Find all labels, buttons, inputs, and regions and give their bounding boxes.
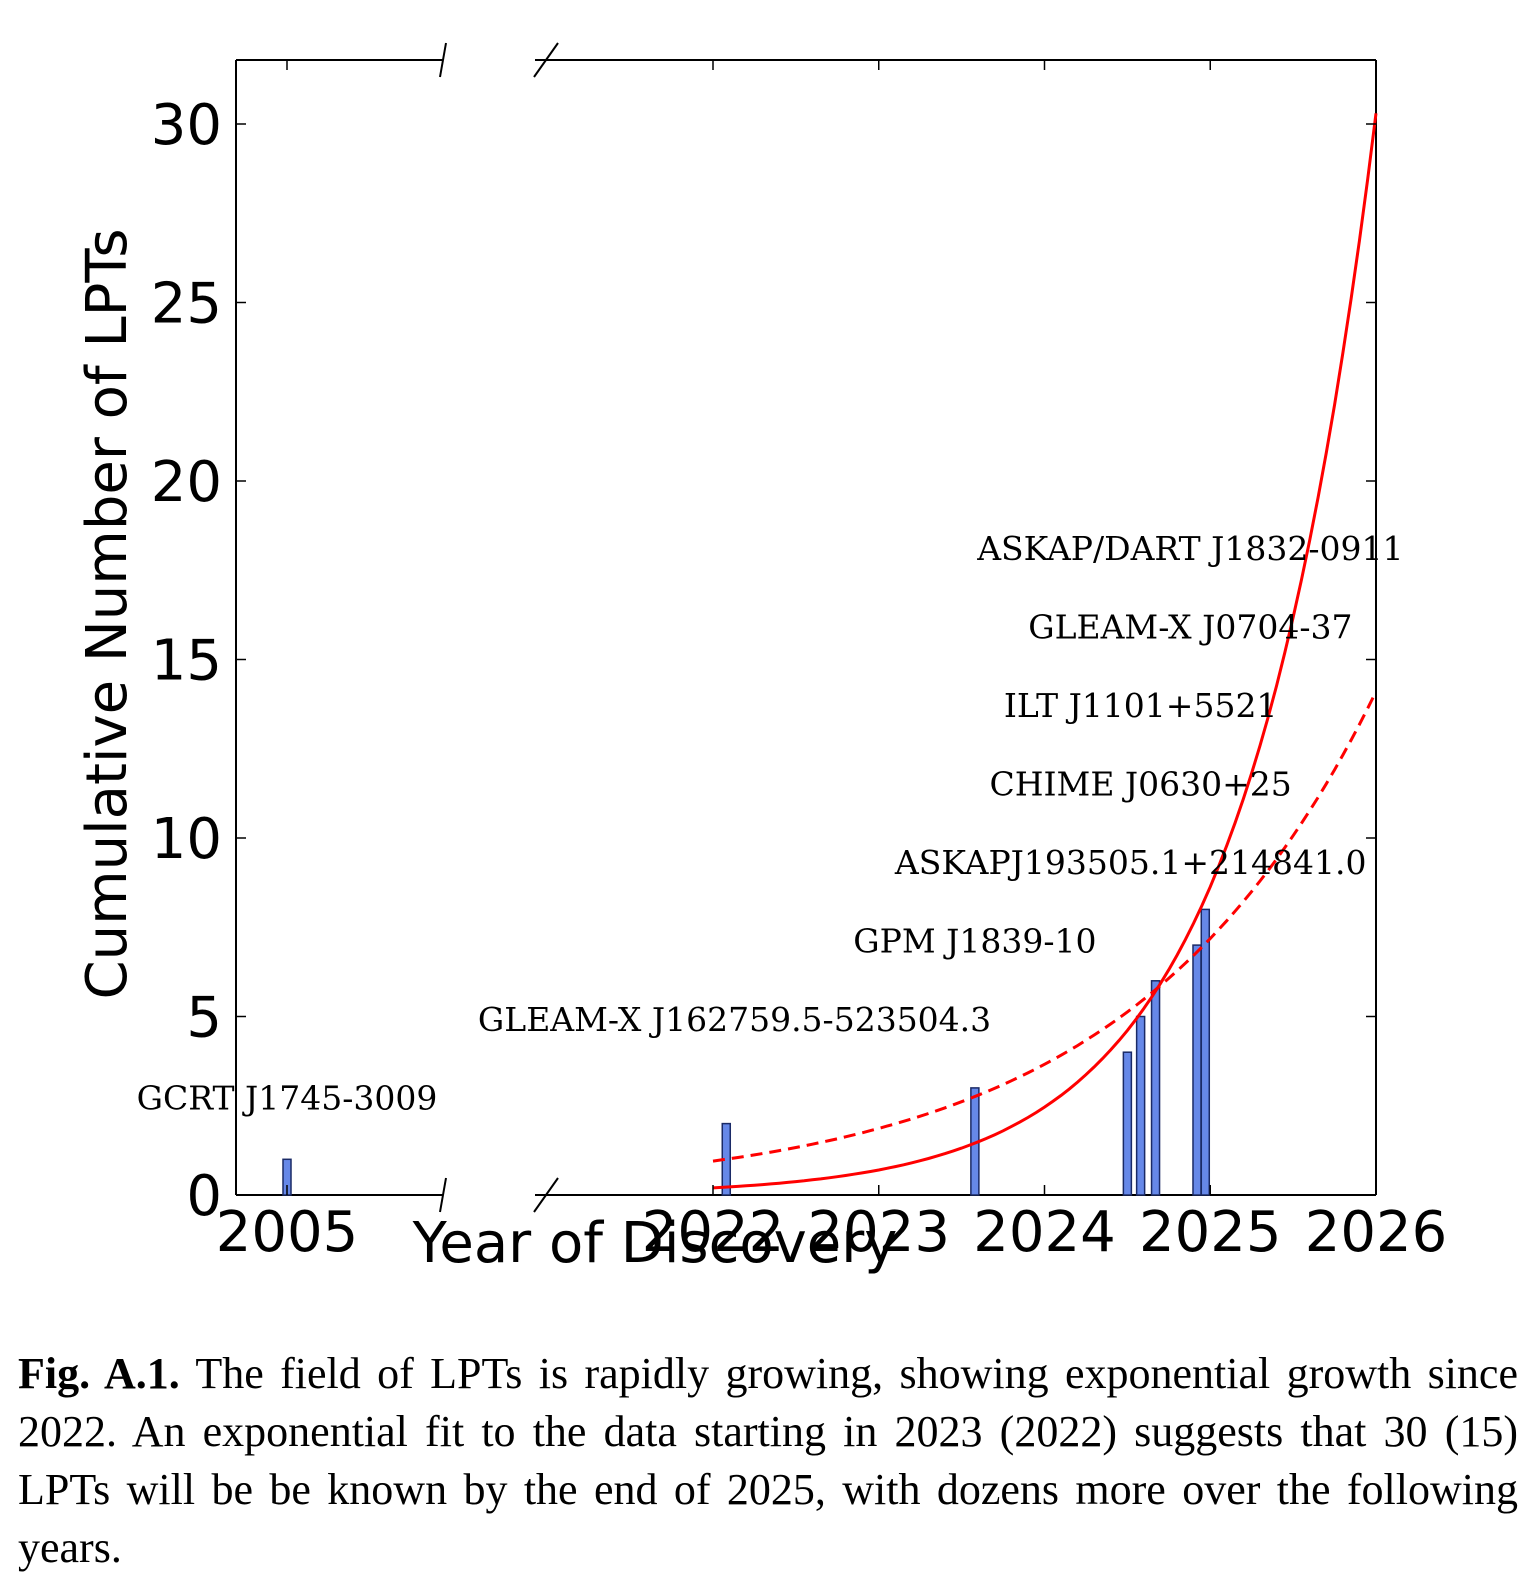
y-tick-label: 5	[186, 986, 222, 1051]
y-tick-label: 15	[151, 629, 222, 694]
axis-break-mark	[439, 1177, 447, 1213]
fit-curve-solid	[712, 113, 1378, 1190]
annotation-label: ASKAP/DART J1832-0911	[976, 529, 1403, 568]
bar	[1200, 908, 1211, 1196]
annotation-label: GLEAM-X J0704-37	[1028, 607, 1352, 646]
axes-frame	[235, 42, 1377, 1213]
y-tick-label: 10	[151, 807, 222, 872]
y-tick-label: 30	[151, 93, 222, 158]
bar	[1135, 1015, 1146, 1196]
x-tick-label: 2025	[1139, 1200, 1282, 1265]
annotation-label: GPM J1839-10	[853, 922, 1096, 961]
x-tick-label: 2024	[973, 1200, 1116, 1265]
bars-group	[282, 908, 1211, 1196]
annotation-label: CHIME J0630+25	[989, 764, 1291, 803]
annotations-group: GCRT J1745-3009 GLEAM-X J162759.5-523504.…	[137, 529, 1404, 1118]
annotation-label: ASKAPJ193505.1+214841.0	[894, 843, 1367, 882]
y-tick-label: 25	[151, 272, 222, 337]
caption-text: The field of LPTs is rapidly growing, sh…	[18, 1349, 1518, 1572]
y-axis-label: Cumulative Number of LPTs	[75, 228, 140, 999]
figure-caption: Fig. A.1. The field of LPTs is rapidly g…	[18, 1345, 1518, 1577]
annotation-label: GCRT J1745-3009	[137, 1079, 438, 1118]
y-tick-label: 20	[151, 450, 222, 515]
x-tick-label: 2023	[807, 1200, 950, 1265]
bar	[1122, 1051, 1133, 1196]
bar	[1150, 980, 1161, 1196]
axis-break-mark	[439, 42, 447, 78]
x-tick-label: 2005	[216, 1200, 359, 1265]
annotation-label: ILT J1101+5521	[1004, 686, 1278, 725]
axis-break-mark	[533, 1177, 559, 1213]
annotation-label: GLEAM-X J162759.5-523504.3	[478, 1000, 991, 1039]
fit-curves-group	[712, 113, 1378, 1190]
y-tick-label: 0	[186, 1164, 222, 1229]
fit-curve-dashed	[712, 690, 1378, 1163]
caption-label: Fig. A.1.	[18, 1349, 180, 1398]
bar	[1192, 944, 1202, 1196]
x-tick-label: 2022	[642, 1200, 785, 1265]
axis-break-mark	[533, 42, 559, 78]
x-tick-label: 2026	[1305, 1200, 1448, 1265]
x-axis-label: Year of Discovery	[412, 1211, 898, 1276]
